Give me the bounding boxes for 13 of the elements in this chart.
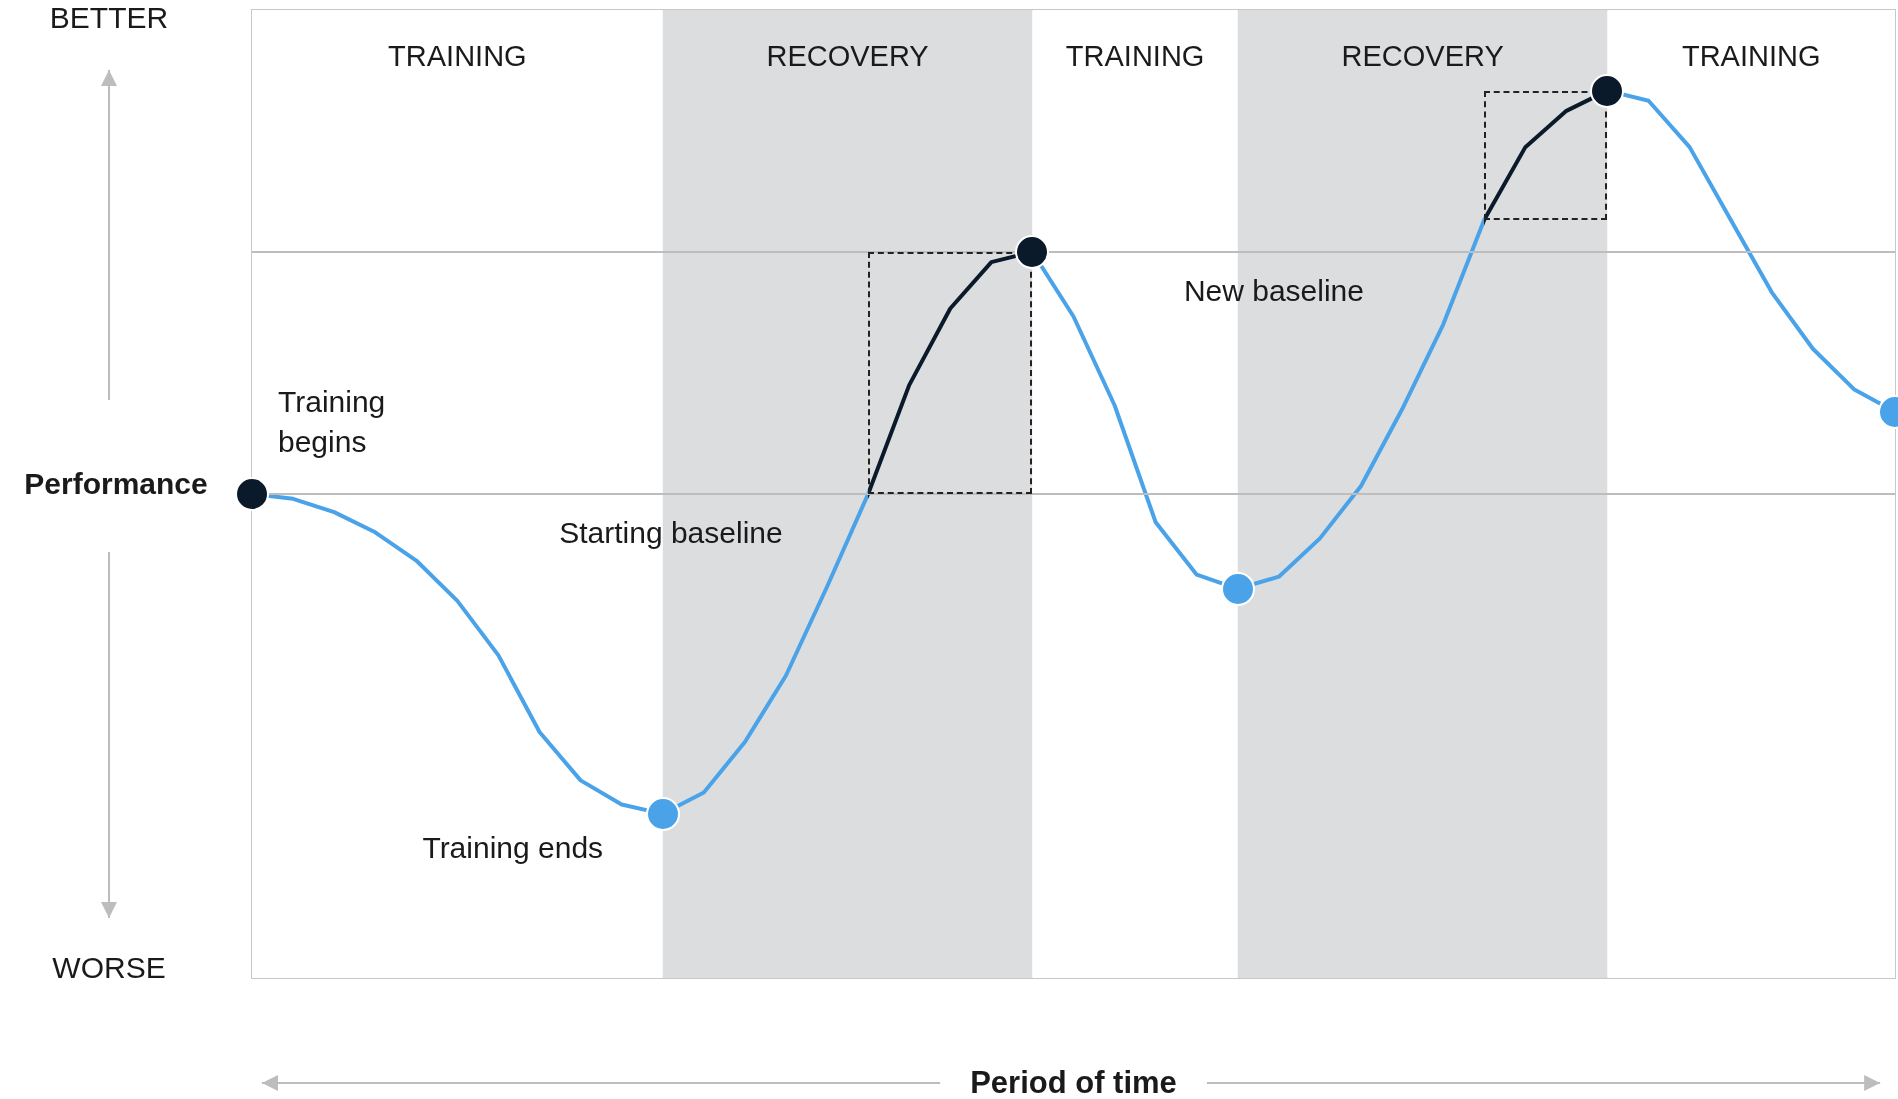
- annotation: Training begins: [278, 384, 387, 460]
- text: BETTER: [49, 1, 169, 35]
- text: RECOVERY: [766, 39, 929, 73]
- text: Training ends: [422, 830, 604, 865]
- text: TRAINING: [388, 39, 527, 73]
- text: TRAINING: [1065, 39, 1205, 73]
- y-axis-title: Performance: [24, 467, 208, 501]
- text: Period of time: [970, 1065, 1177, 1099]
- text: WORSE: [52, 951, 166, 985]
- ref-line-label: New baseline: [1183, 274, 1364, 308]
- ref-line-label: Starting baseline: [559, 516, 783, 550]
- text: RECOVERY: [1341, 39, 1504, 73]
- text: TRAINING: [1681, 39, 1821, 73]
